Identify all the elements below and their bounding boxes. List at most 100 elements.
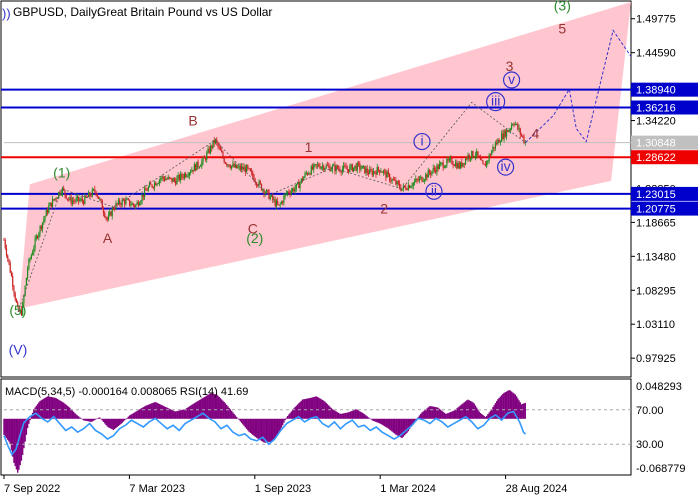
wave-label: (V)	[9, 341, 28, 357]
candle-body	[233, 163, 235, 168]
candle-body	[243, 167, 245, 170]
macd-bar	[199, 399, 202, 419]
macd-bar	[281, 418, 284, 426]
candle-body	[496, 143, 498, 145]
price-level-tag	[631, 150, 698, 165]
candle-body	[320, 166, 322, 169]
candle-body	[163, 178, 166, 181]
price-level-label: 1.36216	[636, 102, 676, 114]
price-level-label: 1.23015	[636, 189, 676, 201]
candle-body	[324, 168, 326, 171]
macd-bar	[239, 418, 242, 422]
macd-bar	[167, 408, 169, 419]
wave-path-layer	[17, 29, 632, 312]
candle-body	[8, 258, 10, 264]
macd-bar	[474, 405, 477, 419]
macd-bar	[468, 400, 470, 419]
candle-body	[136, 202, 138, 205]
macd-bar	[53, 397, 55, 419]
macd-bar	[84, 418, 86, 421]
macd-bar	[120, 418, 122, 424]
rsi-line	[3, 410, 527, 457]
macd-bar	[63, 402, 65, 419]
candle-body	[422, 180, 424, 182]
candle-body	[141, 194, 143, 202]
candle-body	[65, 194, 67, 199]
macd-bar	[309, 397, 311, 419]
candle-body	[196, 161, 198, 171]
macd-bar	[362, 413, 365, 419]
macd-bar	[181, 409, 183, 419]
macd-bar	[211, 393, 213, 419]
wave-label: i	[420, 133, 423, 149]
wave-label: 4	[532, 125, 540, 141]
price-level-label: 1.20775	[636, 204, 676, 216]
candle-body	[115, 203, 117, 209]
macd-bar	[352, 410, 355, 419]
candle-body	[171, 177, 173, 182]
candle-body	[96, 194, 98, 197]
macd-bar	[115, 418, 117, 429]
macd-bar	[432, 406, 434, 419]
macd-bar	[457, 407, 459, 419]
candle-body	[202, 157, 204, 162]
macd-bar	[233, 413, 235, 419]
wave-label-circle	[497, 158, 515, 176]
candle-body	[352, 167, 355, 172]
candle-body	[79, 200, 81, 202]
macd-bar	[331, 409, 334, 419]
candle-body	[304, 173, 306, 178]
macd-bar	[310, 397, 312, 419]
macd-bar	[301, 399, 304, 419]
macd-bar	[274, 418, 276, 438]
candle-body	[401, 188, 403, 191]
candle-body	[41, 222, 44, 229]
candle-body	[209, 145, 212, 153]
macd-bar	[284, 418, 286, 421]
candle-body	[199, 166, 202, 168]
candle-body	[494, 143, 496, 149]
candle-body	[328, 165, 330, 167]
candle-body	[274, 199, 276, 207]
macd-bar	[128, 415, 131, 419]
candle-body	[318, 164, 320, 167]
macd-bar	[283, 418, 285, 423]
candle-body	[518, 128, 520, 130]
price-axis-label: 0.97925	[636, 353, 676, 365]
macd-bar	[341, 413, 344, 419]
macd-bar	[49, 396, 51, 419]
macd-bar	[21, 418, 24, 455]
candle-body	[290, 190, 292, 195]
candle-body	[453, 165, 455, 166]
candle-body	[63, 187, 65, 191]
candle-body	[520, 134, 523, 136]
macd-bar	[267, 418, 269, 443]
macd-bar	[229, 409, 232, 419]
macd-bar	[318, 397, 320, 419]
candle-body	[524, 142, 526, 143]
candle-body	[226, 163, 228, 166]
candle-body	[507, 130, 509, 132]
candle-body	[186, 175, 188, 177]
candle-body	[412, 182, 414, 186]
candle-body	[150, 183, 152, 185]
macd-bar	[406, 418, 408, 433]
macd-bar	[518, 400, 520, 419]
macd-bar	[192, 404, 194, 419]
macd-bar	[125, 418, 127, 420]
candle-body	[239, 166, 241, 170]
wave-label-circle	[425, 182, 443, 200]
macd-bar	[398, 418, 401, 437]
candle-body	[287, 191, 289, 194]
macd-bar	[513, 393, 515, 419]
macd-bar	[183, 409, 186, 419]
macd-bar	[388, 418, 391, 430]
macd-bar	[228, 407, 230, 419]
candle-body	[22, 303, 24, 316]
candle-body	[18, 306, 20, 312]
candle-body	[211, 145, 213, 148]
candle-body	[316, 164, 319, 166]
macd-bar	[448, 412, 451, 419]
candle-body	[7, 255, 9, 259]
